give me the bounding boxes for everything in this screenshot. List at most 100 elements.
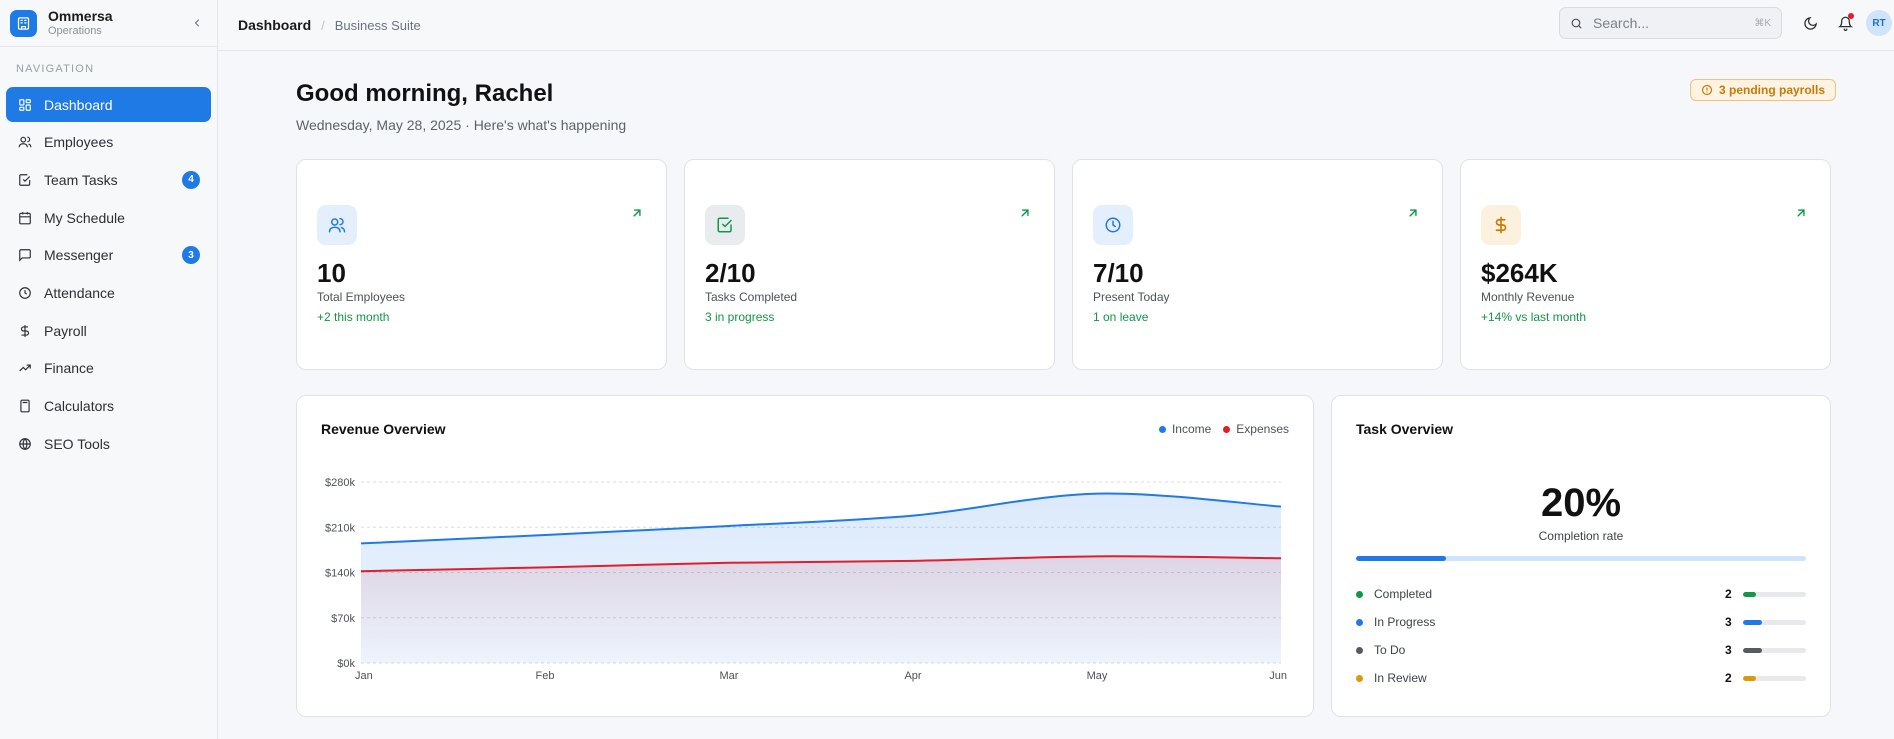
team-tasks-badge: 4 xyxy=(182,170,200,189)
arrow-up-right-icon xyxy=(633,209,641,217)
x-tick-label: May xyxy=(1087,670,1108,682)
brand: Ommersa Operations xyxy=(0,0,217,47)
brand-subtitle: Operations xyxy=(48,24,102,37)
sidebar-item-calculators[interactable]: Calculators xyxy=(6,389,211,424)
sidebar-item-my-schedule[interactable]: My Schedule xyxy=(6,200,211,235)
task-status-label: Completed xyxy=(1374,587,1433,601)
users-icon xyxy=(317,205,357,245)
sidebar-item-team-tasks[interactable]: Team Tasks 4 xyxy=(6,162,211,197)
sidebar-item-payroll[interactable]: Payroll xyxy=(6,313,211,348)
sidebar-item-label: Payroll xyxy=(44,322,87,339)
calendar-icon xyxy=(17,210,32,225)
checkbox-icon xyxy=(705,205,745,245)
stat-note: 3 in progress xyxy=(705,310,775,324)
stat-note: 1 on leave xyxy=(1093,310,1149,324)
brand-name: Ommersa xyxy=(48,8,113,25)
task-overview-title: Task Overview xyxy=(1356,421,1454,437)
task-count: 3 xyxy=(1725,615,1732,629)
sidebar-item-employees[interactable]: Employees xyxy=(6,125,211,160)
sidebar-item-label: Employees xyxy=(44,134,114,151)
x-tick-label: Feb xyxy=(536,670,555,682)
clock-icon xyxy=(1093,205,1133,245)
sidebar-item-seo-tools[interactable]: SEO Tools xyxy=(6,426,211,461)
search-icon xyxy=(1571,18,1582,28)
stat-value: 2/10 xyxy=(705,258,756,288)
task-row-to-do[interactable]: To Do 3 xyxy=(1356,641,1806,659)
stat-card-revenue[interactable]: $264K Monthly Revenue +14% vs last month xyxy=(1460,159,1831,370)
messenger-badge: 3 xyxy=(182,246,200,265)
task-row-completed[interactable]: Completed 2 xyxy=(1356,585,1806,603)
stat-value: $264K xyxy=(1481,258,1558,288)
legend-expenses[interactable]: Expenses xyxy=(1223,422,1289,436)
clock-icon xyxy=(17,285,32,300)
task-status-label: In Progress xyxy=(1374,615,1436,629)
sidebar-item-label: Messenger xyxy=(44,247,114,264)
stat-card-employees[interactable]: 10 Total Employees +2 this month xyxy=(296,159,667,370)
y-tick-label: $210k xyxy=(325,522,355,534)
stat-value: 10 xyxy=(317,258,346,288)
completion-progress-bar xyxy=(1356,556,1806,561)
y-tick-label: $70k xyxy=(331,613,355,625)
arrow-up-right-icon xyxy=(1797,209,1805,217)
task-status-label: To Do xyxy=(1374,643,1406,657)
task-bar xyxy=(1743,619,1806,625)
sidebar-nav: Dashboard Employees Team Tasks 4 My Sche… xyxy=(0,87,217,461)
search-box[interactable]: ⌘K xyxy=(1559,7,1782,39)
sidebar-item-label: SEO Tools xyxy=(44,435,110,452)
notification-dot xyxy=(1848,13,1854,19)
chevron-left-icon xyxy=(194,19,200,27)
arrow-up-right-icon xyxy=(1021,209,1029,217)
users-icon xyxy=(17,135,32,150)
x-tick-label: Jun xyxy=(1269,670,1287,682)
search-shortcut: ⌘K xyxy=(1754,17,1771,29)
bell-icon[interactable] xyxy=(1834,12,1856,34)
pending-payrolls-badge[interactable]: 3 pending payrolls xyxy=(1690,79,1837,101)
y-tick-label: $280k xyxy=(325,477,355,489)
task-count: 2 xyxy=(1725,587,1732,601)
trending-icon xyxy=(17,361,32,376)
stat-card-tasks[interactable]: 2/10 Tasks Completed 3 in progress xyxy=(684,159,1055,370)
revenue-overview-card: Revenue Overview Income Expenses $0k $70k… xyxy=(296,395,1314,717)
sidebar-item-messenger[interactable]: Messenger 3 xyxy=(6,238,211,273)
dollar-icon xyxy=(1481,205,1521,245)
search-input[interactable] xyxy=(1593,15,1743,31)
x-tick-label: Jan xyxy=(355,670,373,682)
alert-circle-icon xyxy=(1701,84,1713,96)
revenue-chart: $0k $70k $140k $210k $280k Jan Feb Mar Apr May Jun xyxy=(325,477,1287,682)
page-title: Good morning, Rachel xyxy=(296,80,554,107)
sidebar: Ommersa Operations NAVIGATION Dashboard … xyxy=(0,0,218,739)
task-overview-card: Task Overview 20% Completion rate Comple… xyxy=(1331,395,1831,717)
task-row-in-progress[interactable]: In Progress 3 xyxy=(1356,613,1806,631)
expenses-line xyxy=(360,555,1282,573)
x-tick-label: Apr xyxy=(904,670,921,682)
sidebar-item-attendance[interactable]: Attendance xyxy=(6,275,211,310)
sidebar-item-finance[interactable]: Finance xyxy=(6,351,211,386)
calculator-icon xyxy=(17,399,32,414)
task-row-in-review[interactable]: In Review 2 xyxy=(1356,669,1806,687)
stat-value: 7/10 xyxy=(1093,258,1144,288)
stat-note: +2 this month xyxy=(317,310,390,324)
stat-card-attendance[interactable]: 7/10 Present Today 1 on leave xyxy=(1072,159,1443,370)
completion-percent: 20% xyxy=(1540,481,1622,525)
nav-section-title: NAVIGATION xyxy=(16,63,95,75)
sidebar-item-label: My Schedule xyxy=(44,209,125,226)
breadcrumb-current: Dashboard xyxy=(238,17,312,33)
globe-icon xyxy=(17,436,32,451)
collapse-sidebar-button[interactable] xyxy=(187,13,207,33)
arrow-up-right-icon xyxy=(1409,209,1417,217)
dashboard-icon xyxy=(17,97,32,112)
dollar-icon xyxy=(17,323,32,338)
moon-icon[interactable] xyxy=(1799,12,1821,34)
checkbox-icon xyxy=(17,172,32,187)
avatar[interactable]: RT xyxy=(1866,10,1892,36)
breadcrumb-section[interactable]: Business Suite xyxy=(334,17,421,33)
y-tick-label: $0k xyxy=(337,658,355,670)
stat-label: Tasks Completed xyxy=(705,290,798,304)
sidebar-item-dashboard[interactable]: Dashboard xyxy=(6,87,211,122)
task-bar xyxy=(1743,591,1806,597)
building-icon[interactable] xyxy=(10,9,37,37)
task-bar xyxy=(1743,647,1806,653)
stat-label: Present Today xyxy=(1093,290,1170,304)
legend-income[interactable]: Income xyxy=(1158,422,1211,436)
y-tick-label: $140k xyxy=(325,568,355,580)
